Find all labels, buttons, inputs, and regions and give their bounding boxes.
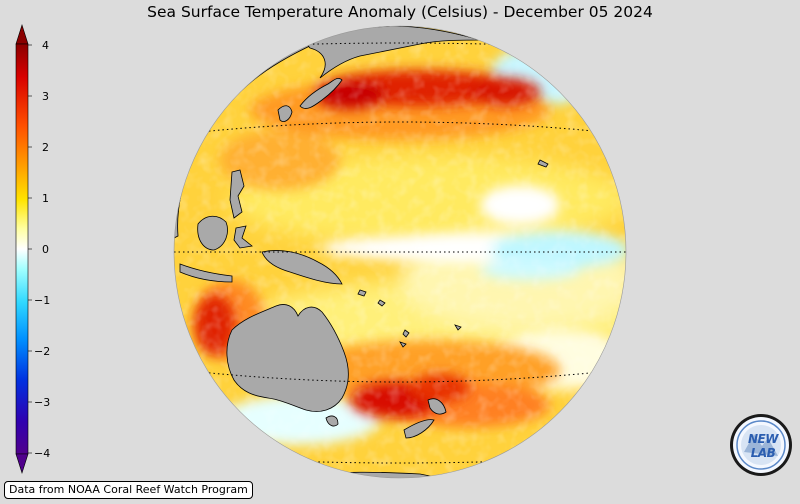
colorbar-tick: −3 bbox=[34, 396, 51, 409]
colorbar-tick: 4 bbox=[42, 39, 49, 52]
land-borneo bbox=[197, 215, 228, 251]
land-australia bbox=[226, 304, 349, 412]
land-japan bbox=[299, 77, 343, 109]
colorbar: 4 3 2 1 0 −1 −2 −3 −4 bbox=[10, 22, 50, 481]
colorbar-tick: 3 bbox=[42, 90, 49, 103]
colorbar-graphic bbox=[15, 24, 32, 474]
land-philippines bbox=[229, 169, 245, 219]
colorbar-min-arrow bbox=[15, 453, 29, 474]
colorbar-tick: 1 bbox=[42, 192, 49, 205]
land-new-zealand bbox=[427, 398, 447, 415]
colorbar-tick: −1 bbox=[34, 294, 51, 307]
colorbar-tick: −2 bbox=[34, 345, 51, 358]
data-credit: Data from NOAA Coral Reef Watch Program bbox=[4, 481, 253, 499]
newlab-logo-icon bbox=[728, 412, 794, 482]
logo-text: NEW LAB bbox=[748, 432, 778, 460]
globe-outline bbox=[173, 25, 627, 479]
colorbar-tick: −4 bbox=[34, 447, 51, 460]
page-title: Sea Surface Temperature Anomaly (Celsius… bbox=[147, 3, 653, 21]
colorbar-tick: 0 bbox=[42, 243, 49, 256]
colorbar-tick: 2 bbox=[42, 141, 49, 154]
land-new-guinea bbox=[261, 250, 343, 285]
ocean-texture bbox=[174, 26, 626, 478]
